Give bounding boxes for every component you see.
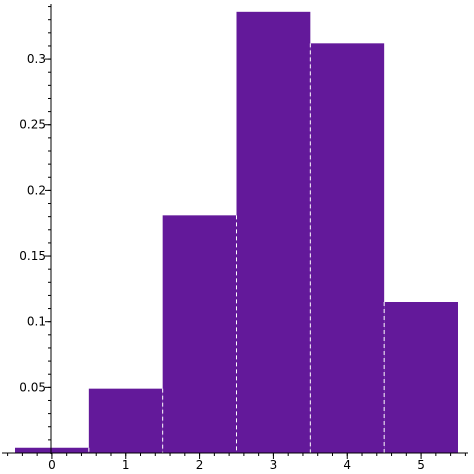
bar-0 <box>15 447 89 453</box>
bar-3 <box>236 11 311 454</box>
y-ticks: 0.05 0.1 0.15 0.2 0.25 0.3 <box>19 6 51 441</box>
y-tick-label: 0.15 <box>19 249 46 263</box>
bar-2 <box>162 215 237 453</box>
x-tick-label: 0 <box>48 458 56 472</box>
x-tick-label: 1 <box>122 458 130 472</box>
y-tick-label: 0.1 <box>27 315 46 329</box>
x-ticks: 0 1 2 3 4 5 <box>7 453 466 472</box>
y-tick-label: 0.05 <box>19 380 46 394</box>
bar-dividers <box>88 43 385 453</box>
y-tick-label: 0.3 <box>27 52 46 66</box>
axes-group <box>2 4 468 454</box>
x-tick-label: 3 <box>270 458 278 472</box>
bar-5 <box>384 302 458 453</box>
y-tick-label: 0.25 <box>19 118 46 132</box>
bar-4 <box>310 43 385 453</box>
y-tick-label: 0.2 <box>27 183 46 197</box>
bars-group <box>15 11 458 454</box>
x-tick-label: 2 <box>196 458 204 472</box>
bar-1 <box>88 388 163 453</box>
x-tick-label: 4 <box>343 458 351 472</box>
x-tick-label: 5 <box>417 458 425 472</box>
